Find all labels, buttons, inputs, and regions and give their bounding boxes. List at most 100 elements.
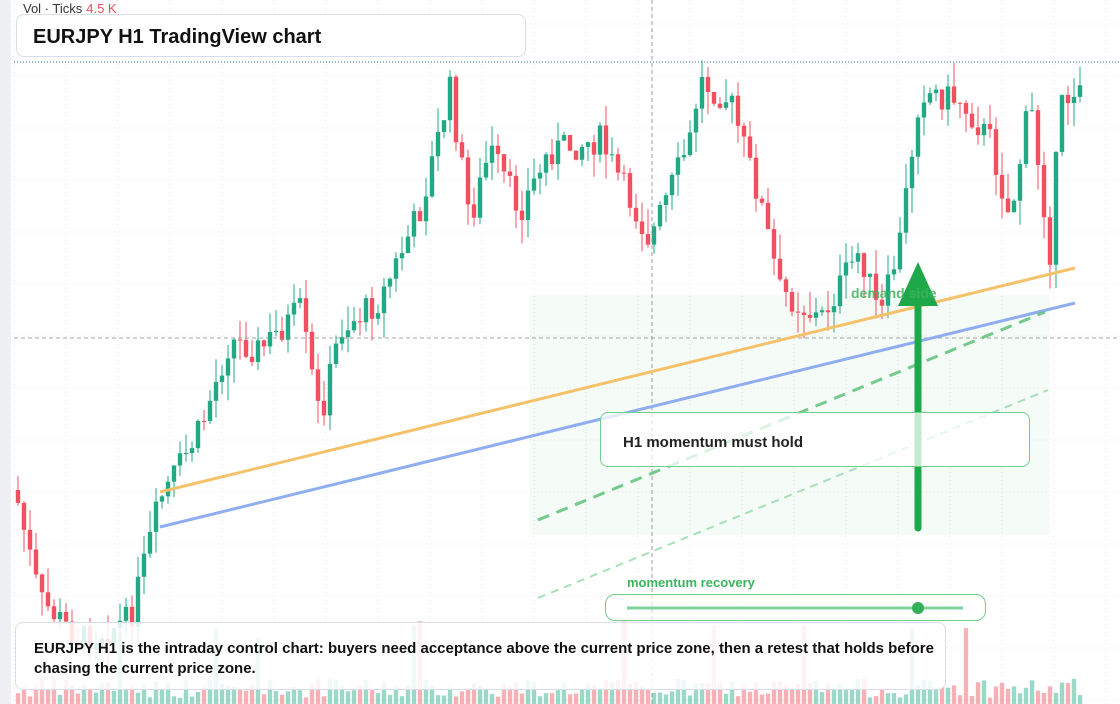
candle-body xyxy=(729,95,735,103)
volume-bar xyxy=(189,696,195,704)
volume-bar xyxy=(195,691,201,704)
candle-body xyxy=(753,157,759,199)
candle-body xyxy=(219,375,225,382)
volume-bar xyxy=(1011,686,1017,704)
volume-bar xyxy=(843,689,849,704)
volume-bar xyxy=(891,693,897,704)
volume-bar xyxy=(681,679,687,704)
volume-bar xyxy=(633,681,639,704)
volume-bar xyxy=(15,693,21,704)
candle-body xyxy=(159,496,165,502)
candle-body xyxy=(1053,151,1059,265)
volume-bar xyxy=(645,688,651,704)
candle-body xyxy=(783,279,789,293)
candle-body xyxy=(549,154,555,164)
candle-body xyxy=(429,156,435,197)
volume-bar xyxy=(225,685,231,704)
volume-bar xyxy=(315,679,321,704)
volume-bar xyxy=(129,686,135,704)
candle-body xyxy=(609,154,615,156)
candle-body xyxy=(39,574,45,593)
volume-bar xyxy=(639,686,645,704)
candle-body xyxy=(669,174,675,196)
volume-bar xyxy=(687,695,693,704)
candle-body xyxy=(267,331,273,347)
volume-bar xyxy=(777,681,783,704)
volume-bar xyxy=(771,680,777,704)
volume-bar xyxy=(51,678,57,704)
volume-bar xyxy=(651,692,657,704)
volume-bar xyxy=(735,696,741,704)
candle-body xyxy=(441,120,447,132)
volume-bar xyxy=(813,680,819,704)
volume-bar xyxy=(183,679,189,704)
volume-bar xyxy=(333,679,339,704)
candle-body xyxy=(657,204,663,227)
candle-body xyxy=(801,312,807,315)
volume-bar xyxy=(873,696,879,704)
candle-body xyxy=(45,592,51,607)
volume-bar xyxy=(783,685,789,704)
slider-handle[interactable] xyxy=(912,602,924,614)
candle-body xyxy=(387,278,393,287)
volume-bar xyxy=(837,683,843,704)
candle-body xyxy=(309,331,315,370)
volume-bar xyxy=(81,684,87,704)
volume-bar xyxy=(1005,688,1011,704)
volume-bar xyxy=(609,682,615,704)
candle-body xyxy=(63,611,69,622)
volume-bar xyxy=(945,687,951,704)
volume-bar xyxy=(1065,683,1071,704)
volume-bar xyxy=(105,683,111,704)
candle-body xyxy=(591,142,597,155)
volume-bar xyxy=(399,696,405,704)
candle-body xyxy=(603,125,609,155)
volume-bar xyxy=(177,697,183,704)
candle-body xyxy=(975,127,981,136)
volume-bar xyxy=(765,693,771,704)
candle-body xyxy=(1005,198,1011,213)
volume-bar xyxy=(969,695,975,704)
candle-body xyxy=(231,339,237,359)
candle-body xyxy=(453,76,459,143)
candle-body xyxy=(855,253,861,262)
slider[interactable] xyxy=(605,594,986,621)
volume-bar xyxy=(615,679,621,704)
volume-bar xyxy=(921,679,927,704)
volume-bar xyxy=(585,683,591,704)
volume-bar xyxy=(927,680,933,704)
candle-body xyxy=(375,313,381,319)
candle-body xyxy=(747,136,753,158)
volume-bar xyxy=(579,688,585,704)
volume-bar xyxy=(249,684,255,704)
candle-body xyxy=(969,113,975,128)
volume-bar xyxy=(363,679,369,704)
candle-body xyxy=(837,275,843,307)
slider-track xyxy=(627,602,963,614)
vol-value: 4.5 K xyxy=(86,1,117,16)
candle-body xyxy=(849,261,855,263)
candle-body xyxy=(135,576,141,627)
volume-bar xyxy=(1077,695,1083,704)
candle-body xyxy=(351,321,357,331)
candle-body xyxy=(279,330,285,340)
volume-bar xyxy=(393,686,399,704)
volume-bar xyxy=(357,685,363,704)
candle-body xyxy=(903,188,909,233)
volume-bar xyxy=(603,680,609,704)
volume-bar xyxy=(717,682,723,704)
candle-body xyxy=(333,343,339,365)
volume-bar xyxy=(135,692,141,704)
volume-bar xyxy=(27,696,33,704)
candle-body xyxy=(285,314,291,340)
candle-body xyxy=(399,253,405,259)
volume-bar xyxy=(729,681,735,704)
caption-box: EURJPY H1 is the intraday control chart:… xyxy=(15,622,946,690)
candle-body xyxy=(261,340,267,347)
candle-body xyxy=(525,190,531,220)
volume-bar xyxy=(63,679,69,704)
candle-body xyxy=(933,89,939,94)
volume-bar xyxy=(483,688,489,704)
volume-bar xyxy=(999,682,1005,704)
volume-bar xyxy=(459,691,465,704)
